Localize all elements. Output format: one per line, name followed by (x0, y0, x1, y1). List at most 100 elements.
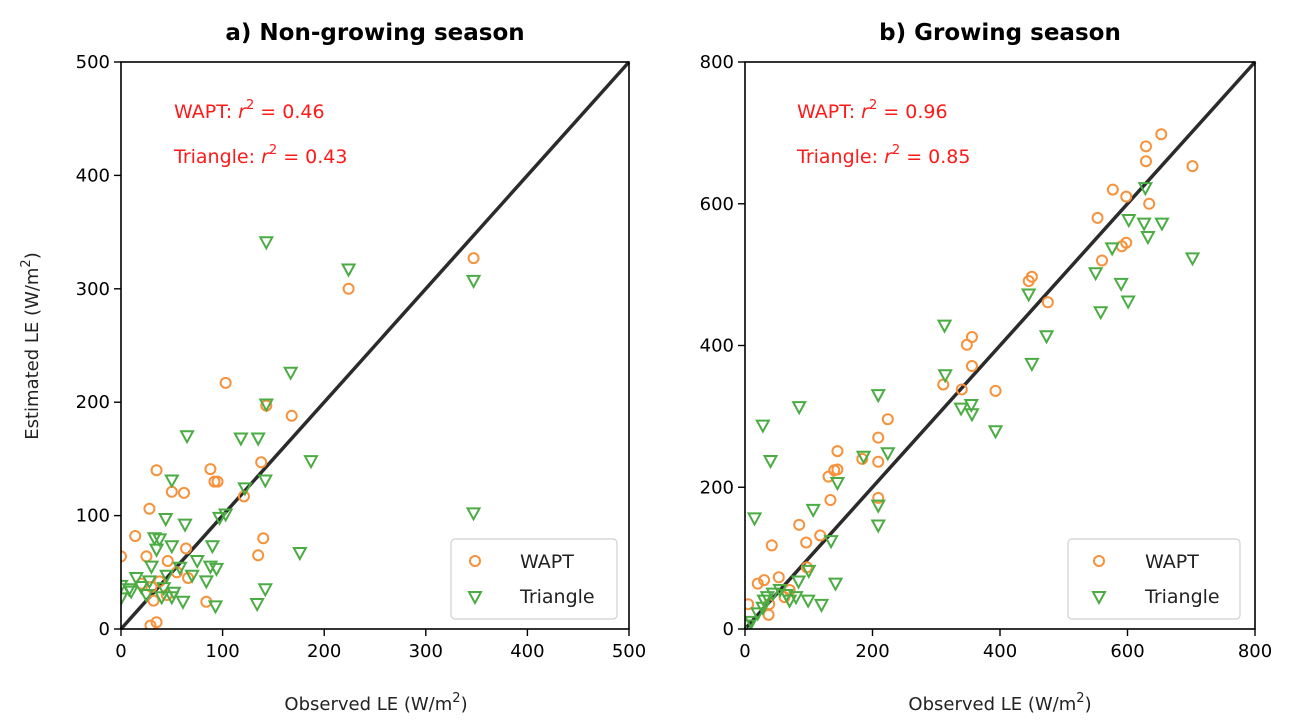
panel-b-point-wapt (751, 577, 764, 590)
panel-b-point-triangle (765, 587, 781, 602)
panel-a-x-tick-label: 100 (205, 641, 239, 662)
panel-b-x-tick-label: 600 (1110, 641, 1144, 662)
panel-a-point-wapt (150, 464, 163, 477)
panel-a-point-triangle (159, 569, 175, 584)
panel-a-legend-triangle-marker (467, 591, 483, 606)
panel-b-legend-wapt-label: WAPT (1145, 551, 1199, 573)
panel-b-plot-area: 0 200 400 600 800 0 200 400 600 800 (700, 52, 1273, 662)
panel-a-point-triangle (151, 533, 168, 548)
panel-b-legend-triangle-marker (1091, 591, 1107, 606)
panel-b-point-wapt (955, 383, 968, 396)
panel-b-point-wapt (1096, 254, 1108, 267)
panel-b-point-triangle (823, 535, 839, 550)
panel-b-point-triangle (880, 447, 896, 462)
panel-b-point-wapt (1106, 183, 1119, 196)
panel-b-point-triangle (788, 591, 804, 606)
panel-b-point-wapt (872, 491, 885, 504)
panel-b-point-triangle (791, 401, 807, 416)
panel-a-axes-frame (120, 61, 630, 630)
panel-b-legend-wapt-marker (1093, 555, 1105, 567)
panel-b-point-wapt (824, 494, 837, 507)
panel-b-point-wapt (1091, 211, 1104, 224)
panel-b-point-triangle (1121, 214, 1137, 229)
panel-a-point-wapt (211, 475, 224, 488)
panel-a-point-triangle (303, 455, 319, 470)
panel-b-y-tick-label: 600 (700, 194, 734, 215)
panel-b-point-wapt (937, 378, 950, 391)
panel-b-point-wapt (965, 360, 978, 373)
panel-a-point-triangle (258, 236, 274, 251)
panel-a-point-triangle (250, 432, 266, 447)
panel-a-point-wapt (180, 542, 193, 555)
panel-a-point-wapt (161, 554, 174, 567)
panel-a-x-tick-label: 500 (612, 641, 646, 662)
panel-b-point-triangle (1093, 306, 1109, 321)
panel-b-point-wapt (800, 536, 813, 549)
panel-b-point-wapt (1143, 197, 1156, 210)
panel-b-point-wapt (822, 470, 835, 483)
panel-b-point-wapt (1186, 160, 1199, 173)
panel-a-point-triangle (465, 507, 482, 522)
panel-a-one-to-one-line (119, 60, 631, 631)
panel-b-legend-triangle-label: Triangle (1144, 586, 1220, 608)
panel-b-point-triangle (1021, 288, 1037, 303)
panel-a-series-wapt (121, 252, 480, 629)
panel-b-point-triangle (1140, 231, 1156, 246)
panel-b-x-tick-label: 0 (739, 641, 750, 662)
panel-b-point-triangle (870, 519, 886, 534)
panel-a-point-triangle (258, 398, 274, 413)
panel-b-point-wapt (772, 571, 785, 584)
panel-b-point-triangle (800, 594, 816, 609)
panel-b-point-triangle (805, 503, 821, 519)
panel-b-y-tick-label: 0 (723, 619, 734, 640)
panel-b-point-wapt (989, 384, 1002, 397)
panel-b-x-axis-label: Observed LE (W/m2) (908, 691, 1091, 715)
panel-a-point-triangle (233, 432, 249, 447)
panel-a-point-triangle (282, 366, 299, 381)
panel-b-x-tick-label: 400 (983, 641, 1017, 662)
panel-a-point-triangle (164, 540, 180, 555)
panel-a-point-triangle (202, 560, 219, 575)
panel-b-point-triangle (1154, 217, 1170, 232)
panel-b-point-wapt (872, 455, 885, 468)
panel-b-point-wapt (960, 338, 973, 351)
panel-a-point-triangle (184, 569, 200, 584)
panel-a-points (121, 236, 482, 629)
panel-b-point-triangle (750, 607, 766, 622)
panel-a-point-wapt (219, 376, 232, 389)
panel-a-point-triangle (141, 575, 158, 590)
panel-b-point-triangle (1024, 357, 1040, 373)
panel-a-point-triangle (207, 600, 224, 615)
panel-b-point-triangle (855, 450, 872, 465)
panel-b-point-triangle (790, 575, 807, 590)
panel-a-point-triangle (208, 562, 225, 577)
panel-a-point-triangle (166, 586, 182, 601)
panel-b-point-wapt (758, 574, 771, 587)
panel-a-point-wapt (467, 252, 480, 265)
panel-b-point-wapt (1155, 128, 1168, 141)
panel-a-point-triangle (237, 482, 253, 497)
panel-b-annotation-triangle: Triangle: r2 = 0.85 (796, 143, 970, 168)
panel-a: 0 100 200 300 400 500 0 100 200 300 400 500 a) Non-… (19, 20, 646, 715)
panel-a-point-wapt (204, 463, 217, 476)
panel-a-point-wapt (285, 409, 298, 422)
panel-b-one-to-one-line (743, 60, 1257, 631)
panel-a-x-tick-label: 300 (409, 641, 443, 662)
panel-a-point-wapt (257, 532, 270, 545)
panel-a-point-triangle (340, 263, 357, 278)
panel-b-point-triangle (964, 408, 980, 423)
panel-a-y-tick-label: 500 (76, 52, 110, 73)
panel-b-title: b) Growing season (879, 20, 1121, 46)
panel-b-legend-box (1067, 538, 1241, 620)
panel-b-point-wapt (745, 598, 755, 611)
panel-a-title: a) Non-growing season (225, 20, 524, 46)
panel-a-point-triangle (172, 561, 188, 576)
panel-a-point-triangle (257, 583, 273, 598)
panel-a-point-triangle (148, 543, 165, 558)
panel-a-series-triangle (121, 236, 482, 615)
panel-b-point-triangle (1087, 267, 1104, 282)
panel-b-point-triangle (1038, 330, 1055, 345)
panel-b-point-triangle (1137, 182, 1154, 197)
panel-a-legend-wapt-marker (469, 555, 481, 567)
panel-b-point-wapt (765, 539, 778, 552)
